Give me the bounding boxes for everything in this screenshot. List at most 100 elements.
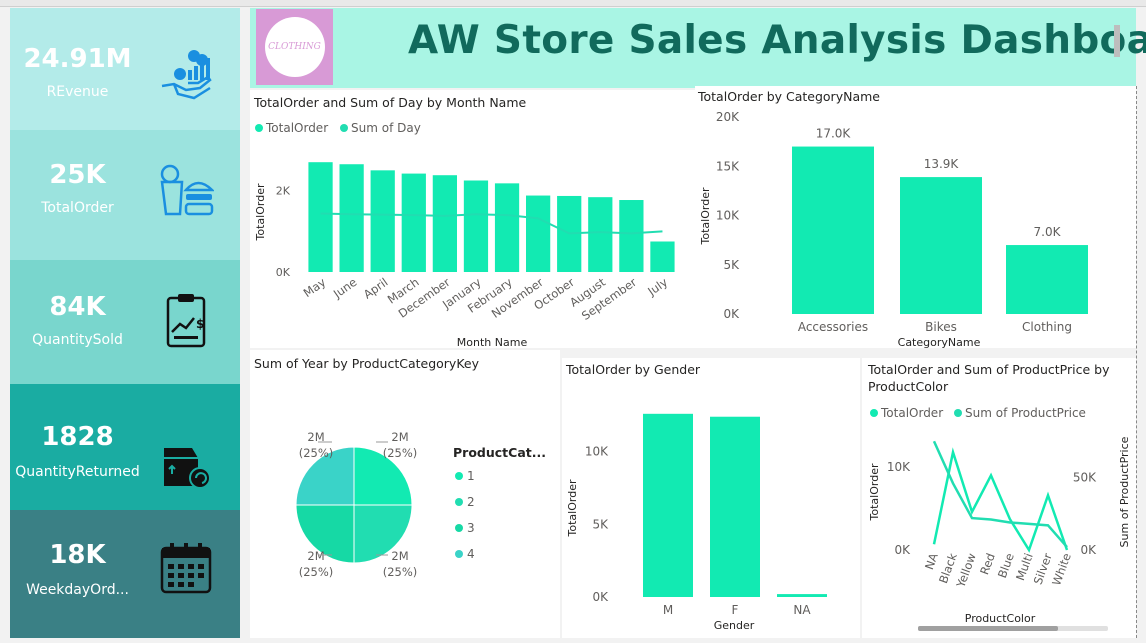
pie-slice-2 xyxy=(353,504,413,564)
kpi-label: REvenue xyxy=(46,84,109,100)
kpi-card-weekdayorders[interactable]: 18K WeekdayOrd... xyxy=(10,510,240,638)
bar-clothing xyxy=(1006,245,1088,314)
pie-slice-3 xyxy=(295,504,355,564)
color-chart-title-line2: ProductColor xyxy=(868,379,949,394)
kpi-label: WeekdayOrd... xyxy=(26,582,129,598)
bar-f xyxy=(710,416,760,597)
y-tick-label: 10K xyxy=(585,445,609,459)
kpi-column: 24.91M REvenue 25K TotalOrder 84K Quanti… xyxy=(10,8,240,638)
color-chart: TotalOrder Sum of ProductPrice 0K 10K 0K 50K T… xyxy=(868,406,1131,631)
category-chart-panel[interactable]: TotalOrder by CategoryName 0K 5K 10K 15K 20K… xyxy=(695,86,1136,348)
data-label: 7.0K xyxy=(1034,225,1062,239)
bar-november xyxy=(526,195,551,272)
kpi-card-quantityreturned[interactable]: 1828 QuantityReturned xyxy=(10,384,240,510)
x-tick-label: June xyxy=(330,275,359,301)
y-axis-title: TotalOrder xyxy=(566,479,579,537)
food-order-icon xyxy=(160,164,214,216)
kpi-card-revenue[interactable]: 24.91M REvenue xyxy=(10,8,240,130)
legend-marker xyxy=(455,550,463,558)
kpi-value: 25K xyxy=(49,160,106,190)
slice-value-label: 2M xyxy=(307,430,324,444)
header-scroll-indicator xyxy=(1114,25,1120,57)
slice-percent-label: (25%) xyxy=(299,446,334,460)
category-chart-title: TotalOrder by CategoryName xyxy=(698,89,880,104)
x-axis-title: Gender xyxy=(714,619,755,632)
gender-chart-panel[interactable]: TotalOrder by Gender 0K 5K 10K TotalOrder M F… xyxy=(562,358,860,638)
bar-september xyxy=(619,200,644,272)
legend-title: ProductCat... xyxy=(453,445,546,460)
header-banner xyxy=(250,8,1136,88)
x-tick-label: NA xyxy=(793,603,811,617)
legend-label: 2 xyxy=(467,495,475,509)
gender-chart: 0K 5K 10K TotalOrder M F NA Gender xyxy=(566,413,827,632)
right-edge-divider xyxy=(1136,86,1146,638)
slice-percent-label: (25%) xyxy=(383,446,418,460)
legend-label: 3 xyxy=(467,521,475,535)
month-chart: TotalOrder Sum of Day 0K 2K TotalOrder May Jun… xyxy=(254,121,675,348)
slice-percent-label: (25%) xyxy=(299,565,334,579)
legend-label: TotalOrder xyxy=(880,406,943,420)
bar-may xyxy=(308,162,333,272)
legend-marker xyxy=(455,472,463,480)
legend-label: TotalOrder xyxy=(265,121,328,135)
pie-chart-title: Sum of Year by ProductCategoryKey xyxy=(254,356,479,371)
y-axis-title: TotalOrder xyxy=(254,183,267,241)
y2-tick-label: 50K xyxy=(1073,471,1097,485)
bar-january xyxy=(463,180,489,272)
gender-chart-title: TotalOrder by Gender xyxy=(566,362,701,377)
legend-marker xyxy=(870,409,878,417)
color-chart-panel[interactable]: TotalOrder and Sum of ProductPrice by Pr… xyxy=(862,358,1136,638)
bar-june xyxy=(339,164,364,272)
month-chart-panel[interactable]: TotalOrder and Sum of Day by Month Name … xyxy=(250,90,695,348)
kpi-value: 84K xyxy=(49,292,106,322)
kpi-value: 24.91M xyxy=(23,44,132,74)
x-tick-label: Bikes xyxy=(925,320,957,334)
color-chart-title-line1: TotalOrder and Sum of ProductPrice by xyxy=(868,362,1110,377)
y-tick-label: 10K xyxy=(716,209,740,223)
x-tick-label: F xyxy=(732,603,739,617)
clipboard-chart-icon: $ xyxy=(166,294,206,348)
bar-august xyxy=(588,197,613,272)
y-tick-label: 0K xyxy=(276,266,291,279)
page-title: AW Store Sales Analysis Dashboard xyxy=(408,18,1146,63)
legend-marker xyxy=(455,498,463,506)
x-axis-title: CategoryName xyxy=(898,336,981,348)
kpi-value: 18K xyxy=(49,540,106,570)
x-tick-label: NA xyxy=(922,551,941,571)
y-tick-label: 5K xyxy=(592,517,609,531)
pie-slice-4 xyxy=(295,446,355,506)
x-tick-label: Clothing xyxy=(1022,320,1072,334)
legend-label: Sum of Day xyxy=(351,121,421,135)
x-tick-label: Red xyxy=(977,551,998,576)
slice-value-label: 2M xyxy=(307,549,324,563)
logo-text: CLOTHING xyxy=(264,17,325,77)
legend-label: Sum of ProductPrice xyxy=(965,406,1086,420)
pie-chart-panel[interactable]: Sum of Year by ProductCategoryKey 2M (25%… xyxy=(250,350,560,638)
kpi-card-totalorder[interactable]: 25K TotalOrder xyxy=(10,130,240,260)
legend-marker xyxy=(340,124,348,132)
kpi-value: 1828 xyxy=(41,422,114,452)
bar-april xyxy=(370,170,395,272)
totalorder-line xyxy=(932,447,1069,553)
kpi-card-quantitysold[interactable]: 84K QuantitySold $ xyxy=(10,260,240,384)
bar-july xyxy=(650,241,675,272)
sum-of-day-line xyxy=(320,212,663,235)
pie-slice-1 xyxy=(353,446,413,506)
legend-label: 4 xyxy=(467,547,475,561)
y2-axis-title: Sum of ProductPrice xyxy=(1118,436,1131,547)
y-tick-label: 2K xyxy=(276,185,291,198)
bar-na xyxy=(777,594,827,597)
svg-text:$: $ xyxy=(196,317,204,331)
kpi-label: QuantityReturned xyxy=(15,464,140,480)
y-tick-label: 5K xyxy=(723,258,740,272)
x-tick-label: July xyxy=(644,275,670,299)
bar-december xyxy=(432,175,457,272)
y-tick-label: 20K xyxy=(716,110,740,124)
kpi-label: QuantitySold xyxy=(32,332,123,348)
kpi-label: TotalOrder xyxy=(41,200,114,216)
legend-marker xyxy=(255,124,263,132)
y-tick-label: 0K xyxy=(592,590,609,604)
legend-marker xyxy=(455,524,463,532)
x-tick-label: May xyxy=(301,275,329,300)
bar-accessories xyxy=(792,146,874,314)
